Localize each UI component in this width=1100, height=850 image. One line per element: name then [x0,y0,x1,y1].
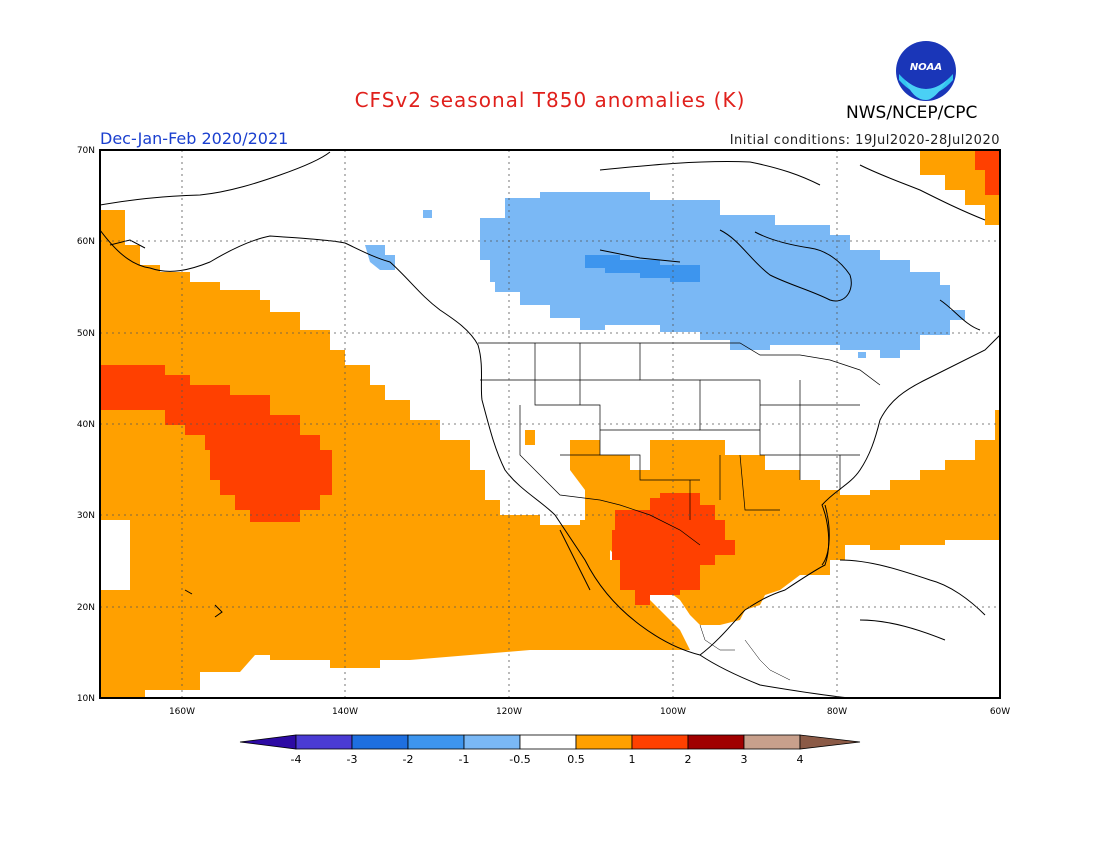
lon-label: 160W [169,707,195,717]
lat-label: 60N [77,237,95,247]
lon-label: 120W [496,707,522,717]
noaa-logo-text: NOAA [910,62,942,73]
colorbar-segment [519,734,577,750]
colorbar-segment [295,734,353,750]
colorbar-label: 3 [741,753,748,766]
season-label: Dec-Jan-Feb 2020/2021 [100,129,289,148]
chart-title: CFSv2 seasonal T850 anomalies (K) [354,88,746,112]
colorbar-label: -3 [347,753,358,766]
lat-label: 70N [77,146,95,156]
lon-label: 100W [660,707,686,717]
anomaly-region-neg-canada [480,192,965,358]
colorbar-label: 4 [797,753,804,766]
initial-conditions-label: Initial conditions: 19Jul2020-28Jul2020 [729,133,1000,148]
map-frame [99,149,1001,699]
colorbar-label: 2 [685,753,692,766]
lat-labels: 70N 60N 50N 40N 30N 20N 10N [77,146,95,704]
colorbar-segment [239,734,297,750]
org-label: NWS/NCEP/CPC [846,103,978,123]
lat-label: 20N [77,603,95,613]
colorbar-label: -0.5 [509,753,530,766]
lat-label: 40N [77,420,95,430]
mexico-central-america-boundaries [699,624,791,681]
colorbar-label: 0.5 [567,753,585,766]
political-boundaries [478,342,881,546]
lat-label: 10N [77,694,95,704]
coastlines [100,151,1000,698]
noaa-logo-icon: NOAA [896,41,956,101]
lon-label: 60W [990,707,1010,717]
colorbar-segment [463,734,521,750]
colorbar-segment [687,734,745,750]
lat-label: 30N [77,511,95,521]
colorbar-label: -4 [291,753,302,766]
colorbar-segment [407,734,465,750]
gridlines [100,150,1000,698]
lon-labels: 160W 140W 120W 100W 80W 60W [169,707,1010,717]
colorbar-segment [351,734,409,750]
lon-label: 140W [332,707,358,717]
colorbar-labels: -4 -3 -2 -1 -0.5 0.5 1 2 3 4 [291,753,804,766]
colorbar-label: 1 [629,753,636,766]
colorbar-segment [575,734,633,750]
colorbar-label: -1 [459,753,470,766]
anomaly-region-pos2-pacific [100,365,332,522]
colorbar-label: -2 [403,753,414,766]
lat-label: 50N [77,329,95,339]
colorbar-segment [743,734,801,750]
anomaly-region-pos2-mexico [612,493,735,605]
lon-label: 80W [827,707,847,717]
colorbar [239,734,861,750]
anomaly-region-neg2-canada [585,255,700,282]
colorbar-segment [631,734,689,750]
anomaly-region-pos-pacific [100,210,690,698]
colorbar-segment [799,734,861,750]
